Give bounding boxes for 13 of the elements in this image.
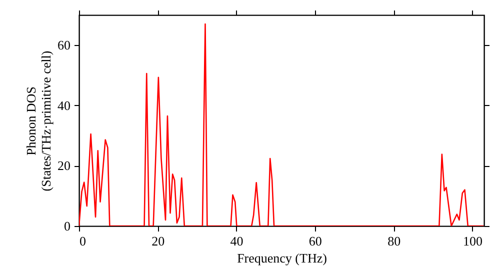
x-tick-label: 60 — [308, 234, 322, 248]
x-tick-label: 0 — [80, 234, 86, 248]
y-tick-label: 60 — [58, 38, 70, 53]
x-tick-label: 80 — [388, 234, 401, 248]
y-axis-title: Phonon DOS (States/THz·primitive cell) — [24, 50, 54, 192]
x-axis-title: Frequency (THz) — [237, 250, 327, 266]
y-tick-label: 0 — [64, 218, 70, 234]
x-tick-label: 40 — [230, 234, 244, 248]
y-tick-label: 40 — [58, 98, 70, 113]
y-tick-label: 20 — [58, 158, 70, 174]
x-tick-label: 100 — [462, 234, 482, 248]
x-tick-label: 20 — [152, 234, 165, 248]
line-series — [79, 23, 484, 226]
